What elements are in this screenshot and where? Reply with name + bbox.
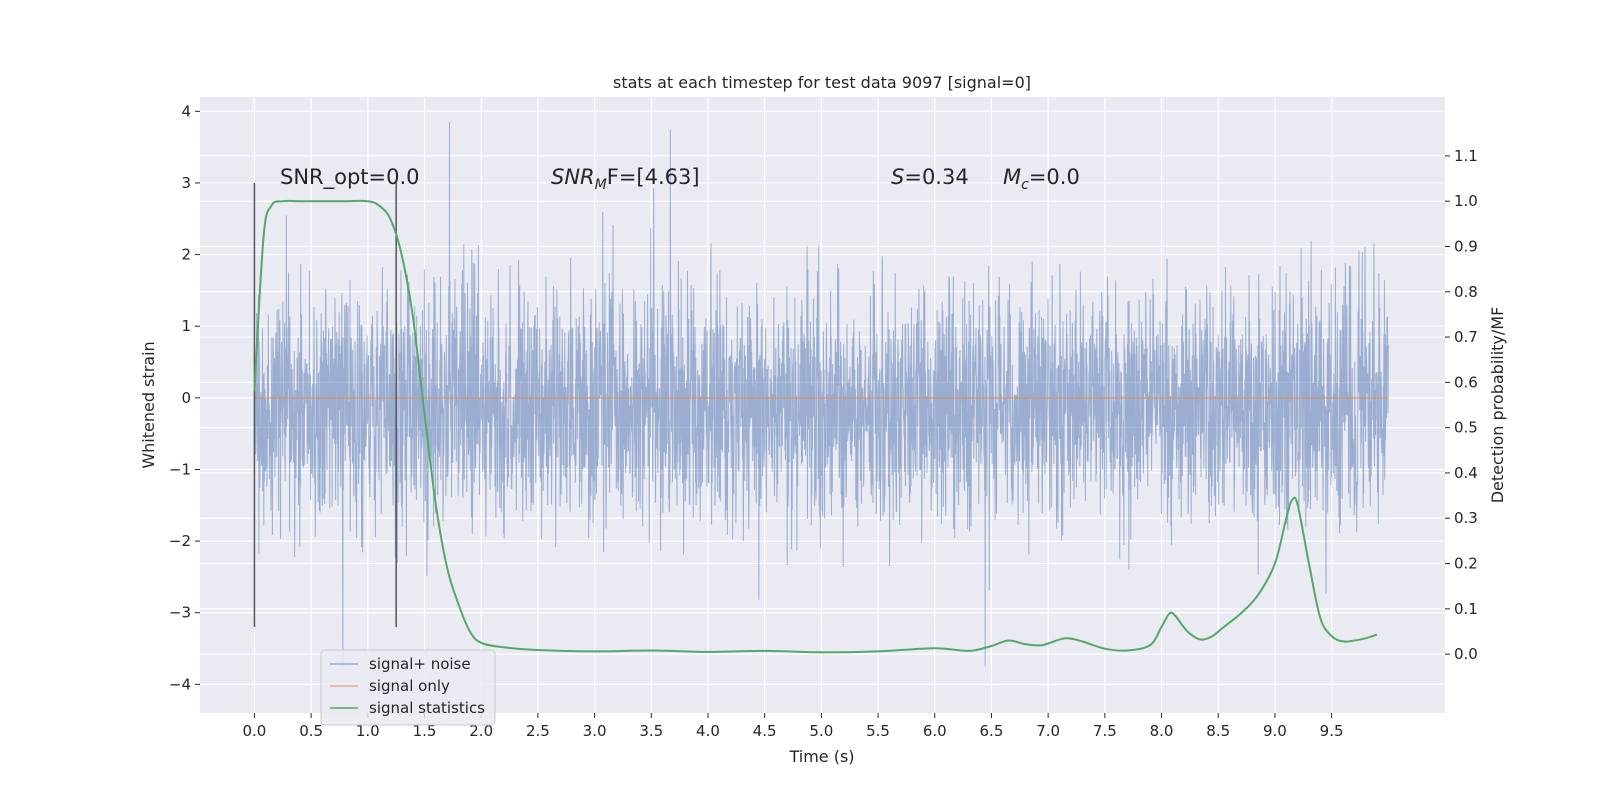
x-tick-label: 3.5 <box>639 722 663 740</box>
y-right-tick-label: 1.0 <box>1454 192 1478 210</box>
y-right-tick-label: 0.2 <box>1454 555 1478 573</box>
x-tick-label: 8.5 <box>1206 722 1230 740</box>
snr-mf-base: SNR <box>551 165 595 189</box>
snr-mf-subscript: M <box>595 177 607 193</box>
s-annotation: S=0.34 <box>891 165 969 189</box>
x-tick-label: 0.5 <box>299 722 323 740</box>
x-tick-label: 4.0 <box>696 722 720 740</box>
y-right-tick-label: 0.7 <box>1454 328 1478 346</box>
snr-opt-annotation: SNR_opt=0.0 <box>280 165 420 190</box>
x-tick-label: 6.5 <box>980 722 1004 740</box>
y-tick-label: −4 <box>169 675 191 693</box>
y-axis-ticks: 4 3 2 1 0 −1 −2 −3 −4 <box>169 102 200 693</box>
x-tick-label: 5.0 <box>809 722 833 740</box>
y-tick-label: −3 <box>169 604 191 622</box>
y-tick-label: −2 <box>169 532 191 550</box>
x-tick-label: 7.0 <box>1036 722 1060 740</box>
x-tick-label: 5.5 <box>866 722 890 740</box>
mc-value: =0.0 <box>1029 165 1080 189</box>
y-right-tick-label: 0.0 <box>1454 645 1478 663</box>
chart-title: stats at each timestep for test data 909… <box>613 73 1031 92</box>
y-right-axis-label: Detection probability/MF <box>1488 307 1507 504</box>
y-right-tick-label: 0.8 <box>1454 283 1478 301</box>
x-tick-label: 3.0 <box>583 722 607 740</box>
x-tick-label: 9.5 <box>1320 722 1344 740</box>
y-right-axis-ticks: 1.1 1.0 0.9 0.8 0.7 0.6 0.5 0.4 0.3 0.2 0.1 0.0 <box>1445 147 1478 663</box>
s-value: =0.34 <box>904 165 968 189</box>
snr-mf-value: F=[4.63] <box>607 165 700 189</box>
x-tick-label: 6.0 <box>923 722 947 740</box>
y-axis-label: Whitened strain <box>139 341 158 468</box>
legend-label-noise: signal+ noise <box>369 655 471 673</box>
y-right-tick-label: 1.1 <box>1454 147 1478 165</box>
mc-name: M <box>1003 165 1021 189</box>
legend-label-statistics: signal statistics <box>369 699 485 717</box>
x-tick-label: 9.0 <box>1263 722 1287 740</box>
y-right-tick-label: 0.4 <box>1454 464 1478 482</box>
y-tick-label: 4 <box>181 102 191 120</box>
y-tick-label: 1 <box>181 317 191 335</box>
legend: signal+ noise signal only signal statist… <box>321 650 495 725</box>
y-tick-label: 0 <box>181 389 191 407</box>
snr-mf-annotation: SNRMF=[4.63] <box>551 165 700 193</box>
y-right-tick-label: 0.6 <box>1454 373 1478 391</box>
x-tick-label: 7.5 <box>1093 722 1117 740</box>
y-tick-label: −1 <box>169 460 191 478</box>
y-right-tick-label: 0.3 <box>1454 509 1478 527</box>
x-axis-label: Time (s) <box>788 747 854 766</box>
mc-annotation: Mc=0.0 <box>1003 165 1080 193</box>
x-tick-label: 0.0 <box>242 722 266 740</box>
legend-label-signal: signal only <box>369 677 450 695</box>
y-tick-label: 3 <box>181 174 191 192</box>
y-right-tick-label: 0.1 <box>1454 600 1478 618</box>
y-right-tick-label: 0.5 <box>1454 419 1478 437</box>
x-tick-label: 4.5 <box>753 722 777 740</box>
y-tick-label: 2 <box>181 246 191 264</box>
x-tick-label: 8.0 <box>1150 722 1174 740</box>
x-tick-label: 2.5 <box>526 722 550 740</box>
s-name: S <box>891 165 904 189</box>
y-right-tick-label: 0.9 <box>1454 237 1478 255</box>
